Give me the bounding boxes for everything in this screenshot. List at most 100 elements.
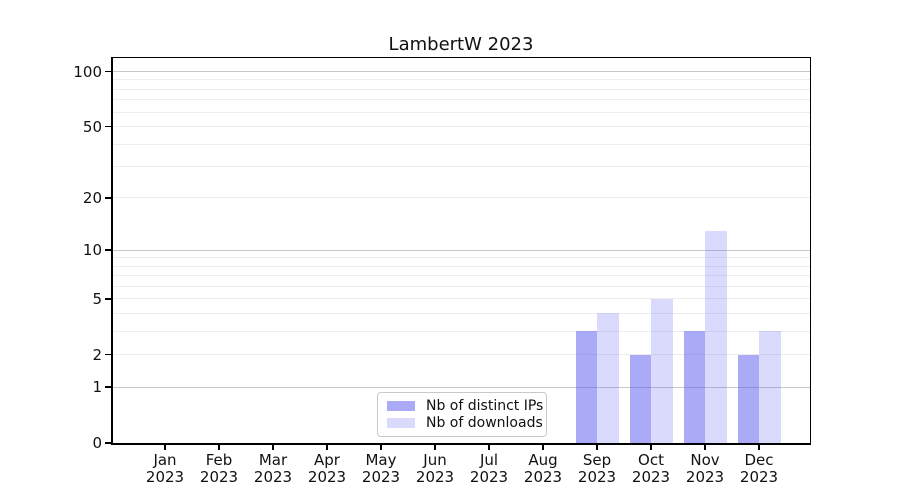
y-tick-label-2: 2 <box>92 345 102 364</box>
plot-area <box>112 58 810 443</box>
month-label: Jul <box>479 451 499 469</box>
minor-gridline-3 <box>112 330 810 332</box>
month-label: Sep <box>582 451 612 469</box>
y-tick-label-10: 10 <box>82 241 102 260</box>
top-spine <box>111 56 811 58</box>
year-label: 2023 <box>469 467 509 486</box>
x-tick-mark-may <box>380 444 382 450</box>
month-label: Mar <box>258 451 288 469</box>
minor-gridline-90 <box>112 79 810 81</box>
year-label: 2023 <box>145 467 185 486</box>
y-tick-label-0: 0 <box>92 434 102 452</box>
year-label: 2023 <box>253 467 293 486</box>
minor-gridline-50 <box>112 126 810 128</box>
minor-gridline-20 <box>112 197 810 199</box>
x-tick-label-mar: Mar 2023 <box>245 452 301 485</box>
bar-nb-of-distinct-ips-oct <box>629 354 651 443</box>
minor-gridline-8 <box>112 265 810 267</box>
x-tick-label-jan: Jan 2023 <box>137 452 193 485</box>
legend: Nb of distinct IPs Nb of downloads <box>377 392 547 437</box>
minor-gridline-2 <box>112 354 810 356</box>
year-label: 2023 <box>415 467 455 486</box>
x-tick-label-aug: Aug 2023 <box>515 452 571 485</box>
x-tick-mark-mar <box>272 444 274 450</box>
year-label: 2023 <box>523 467 563 486</box>
minor-gridline-6 <box>112 285 810 287</box>
month-label: Feb <box>205 451 233 469</box>
legend-item-nb-of-downloads: Nb of downloads <box>387 415 543 431</box>
minor-gridline-5 <box>112 298 810 300</box>
year-label: 2023 <box>307 467 347 486</box>
month-label: Jan <box>153 451 177 469</box>
x-tick-mark-oct <box>650 444 652 450</box>
x-tick-mark-nov <box>704 444 706 450</box>
x-tick-label-sep: Sep 2023 <box>569 452 625 485</box>
year-label: 2023 <box>361 467 401 486</box>
major-gridline-10 <box>112 249 810 251</box>
bar-nb-of-downloads-oct <box>651 298 673 443</box>
minor-gridline-80 <box>112 88 810 90</box>
legend-swatch-nb-of-downloads <box>387 418 415 428</box>
minor-gridline-70 <box>112 99 810 101</box>
x-tick-mark-apr <box>326 444 328 450</box>
x-tick-mark-feb <box>218 444 220 450</box>
x-tick-mark-jun <box>434 444 436 450</box>
x-tick-label-jul: Jul 2023 <box>461 452 517 485</box>
month-label: Oct <box>638 451 664 469</box>
y-tick-mark-0 <box>105 442 112 444</box>
legend-label-nb-of-downloads: Nb of downloads <box>426 415 543 431</box>
bar-nb-of-distinct-ips-sep <box>575 331 597 443</box>
x-tick-label-may: May 2023 <box>353 452 409 485</box>
month-label: Dec <box>744 451 774 469</box>
bottom-spine <box>111 443 811 445</box>
year-label: 2023 <box>199 467 239 486</box>
y-tick-label-5: 5 <box>92 289 102 308</box>
x-tick-mark-jul <box>488 444 490 450</box>
y-tick-label-1: 1 <box>92 378 102 397</box>
right-spine <box>809 56 811 445</box>
y-tick-label-20: 20 <box>82 188 102 207</box>
bar-nb-of-downloads-nov <box>705 230 727 443</box>
x-tick-mark-dec <box>758 444 760 450</box>
month-label: Apr <box>314 451 340 469</box>
x-tick-label-feb: Feb 2023 <box>191 452 247 485</box>
month-label: Jun <box>423 451 447 469</box>
year-label: 2023 <box>577 467 617 486</box>
bar-nb-of-distinct-ips-dec <box>737 354 759 443</box>
legend-swatch-nb-of-distinct-ips <box>387 401 415 411</box>
legend-item-nb-of-distinct-ips: Nb of distinct IPs <box>387 398 543 414</box>
x-tick-mark-sep <box>596 444 598 450</box>
major-gridline-1 <box>112 386 810 388</box>
month-label: Nov <box>690 451 720 469</box>
y-tick-mark-2 <box>105 353 112 356</box>
y-tick-mark-50 <box>105 125 112 128</box>
x-tick-label-apr: Apr 2023 <box>299 452 355 485</box>
x-tick-label-jun: Jun 2023 <box>407 452 463 485</box>
y-tick-mark-100 <box>105 70 112 73</box>
bar-nb-of-downloads-dec <box>759 331 781 443</box>
month-label: Aug <box>528 451 558 469</box>
x-tick-mark-jan <box>164 444 166 450</box>
y-tick-mark-10 <box>105 249 112 251</box>
year-label: 2023 <box>685 467 725 486</box>
bar-nb-of-distinct-ips-nov <box>683 331 705 443</box>
minor-gridline-40 <box>112 143 810 145</box>
year-label: 2023 <box>631 467 671 486</box>
y-tick-label-50: 50 <box>82 117 102 136</box>
minor-gridline-4 <box>112 312 810 314</box>
year-label: 2023 <box>739 467 779 486</box>
major-gridline-100 <box>112 71 810 73</box>
month-label: May <box>365 451 397 469</box>
y-tick-label-100: 100 <box>73 62 102 81</box>
y-tick-mark-1 <box>105 386 112 388</box>
minor-gridline-9 <box>112 257 810 259</box>
x-tick-label-nov: Nov 2023 <box>677 452 733 485</box>
legend-label-nb-of-distinct-ips: Nb of distinct IPs <box>426 398 544 414</box>
x-tick-mark-aug <box>542 444 544 450</box>
minor-gridline-60 <box>112 111 810 113</box>
y-tick-mark-20 <box>105 197 112 199</box>
bar-nb-of-downloads-sep <box>597 313 619 443</box>
minor-gridline-30 <box>112 166 810 168</box>
x-tick-label-dec: Dec 2023 <box>731 452 787 485</box>
